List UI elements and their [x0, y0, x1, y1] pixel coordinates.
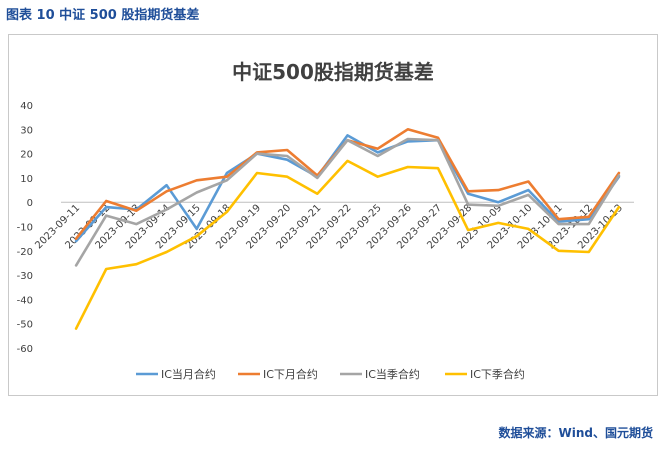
y-tick-label: -40 — [17, 295, 33, 306]
data-source: 数据来源：Wind、国元期货 — [498, 426, 653, 440]
y-tick-label: -20 — [17, 247, 33, 258]
y-tick-label: 40 — [20, 101, 33, 112]
legend-label: IC当月合约 — [161, 367, 216, 381]
y-tick-label: 30 — [20, 125, 33, 136]
y-tick-label: -60 — [17, 344, 33, 355]
y-axis: 40 30 20 10 0 -10 -20 -30 -40 -50 -60 — [17, 101, 33, 355]
chart-title: 中证500股指期货基差 — [232, 60, 434, 84]
basis-line-chart: 中证500股指期货基差 403020100-10-20-30-40-50-60 … — [17, 60, 634, 381]
plot-area — [74, 128, 621, 330]
y-tick-label: -30 — [17, 271, 33, 282]
legend: IC当月合约 IC下月合约 IC当季合约 IC下季合约 — [136, 367, 525, 381]
y-tick-label: 10 — [20, 174, 33, 185]
y-tick-label: 20 — [20, 150, 33, 161]
legend-label: IC当季合约 — [365, 367, 420, 381]
legend-label: IC下季合约 — [470, 367, 525, 381]
series-line-1 — [74, 134, 621, 243]
legend-label: IC下月合约 — [263, 367, 318, 381]
y-tick-label: 0 — [27, 198, 33, 209]
y-tick-label: -10 — [17, 223, 33, 234]
y-tick-label: -50 — [17, 320, 33, 331]
series-line-3 — [74, 137, 621, 267]
chart-frame: 中证500股指期货基差 40 30 20 10 0 -10 -20 -30 -40 -50 -60 … — [8, 34, 658, 396]
series-line-4 — [74, 159, 621, 330]
figure-caption: 图表 10 中证 500 股指期货基差 — [6, 8, 200, 23]
